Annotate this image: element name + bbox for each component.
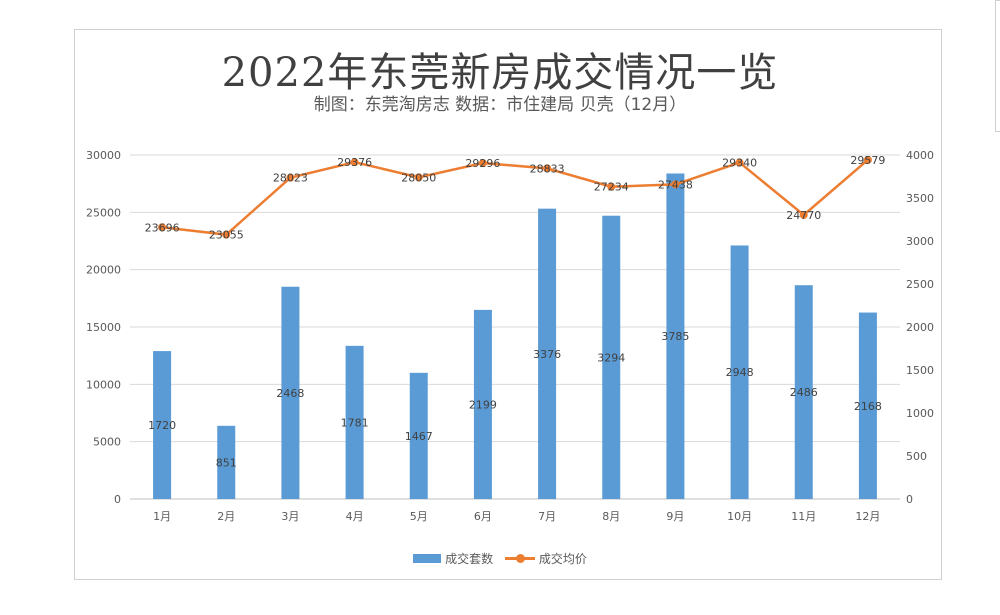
line-data-label: 28050 — [401, 171, 436, 184]
bar-data-label: 3294 — [597, 351, 625, 364]
x-tick-label: 8月 — [602, 510, 620, 523]
line-point — [478, 159, 487, 168]
y-left-tick-label: 0 — [114, 493, 121, 506]
bar-data-label: 2948 — [726, 366, 754, 379]
bar — [602, 215, 621, 499]
y-right-tick-label: 0 — [906, 493, 913, 506]
line-point — [735, 158, 744, 167]
x-tick-label: 4月 — [346, 510, 364, 523]
x-tick-label: 1月 — [153, 510, 171, 523]
line-data-label: 28023 — [273, 172, 308, 185]
bar — [281, 286, 300, 499]
bar — [409, 372, 428, 499]
line-data-label: 27234 — [594, 181, 629, 194]
bar-data-label: 1720 — [148, 419, 176, 432]
x-tick-label: 11月 — [791, 510, 816, 523]
bar — [473, 309, 492, 499]
line-point — [799, 210, 808, 219]
bar-data-label: 3785 — [661, 330, 689, 343]
bar-data-label: 2199 — [469, 398, 497, 411]
line-data-label: 27438 — [658, 178, 693, 191]
line-data-label: 23696 — [145, 221, 180, 234]
x-tick-label: 7月 — [538, 510, 556, 523]
y-right-tick-label: 2000 — [906, 321, 934, 334]
adjacent-panel-edge — [995, 0, 1000, 132]
y-left-tick-label: 5000 — [93, 436, 121, 449]
line-data-label: 29340 — [722, 157, 757, 170]
line-point — [863, 155, 872, 164]
y-right-tick-label: 4000 — [906, 149, 934, 162]
bar — [794, 285, 813, 499]
y-left-tick-label: 15000 — [86, 321, 121, 334]
y-right-tick-label: 3500 — [906, 192, 934, 205]
y-left-tick-label: 20000 — [86, 264, 121, 277]
line-point — [350, 158, 359, 167]
chart-title: 2022年东莞新房成交情况一览 — [221, 50, 779, 96]
line-point — [222, 230, 231, 239]
y-right-tick-label: 500 — [906, 450, 927, 463]
bar-data-label: 1467 — [405, 430, 433, 443]
line-data-label: 29579 — [850, 154, 885, 167]
line-point — [671, 180, 680, 189]
bar-data-label: 1781 — [341, 416, 369, 429]
bar — [153, 351, 172, 499]
line-point — [286, 173, 295, 182]
bar-data-label: 3376 — [533, 348, 561, 361]
x-tick-label: 3月 — [281, 510, 299, 523]
bar-data-label: 2468 — [276, 387, 304, 400]
x-tick-label: 12月 — [855, 510, 880, 523]
legend-bar-label: 成交套数 — [445, 552, 494, 566]
legend-line-swatch — [504, 554, 535, 563]
line-point — [158, 223, 167, 232]
y-right-tick-label: 3000 — [906, 235, 934, 248]
bar — [730, 245, 749, 499]
bar — [858, 312, 877, 499]
x-tick-label: 10月 — [727, 510, 752, 523]
x-tick-label: 2月 — [217, 510, 235, 523]
bar — [666, 173, 685, 500]
bar — [217, 425, 236, 499]
chart-subtitle: 制图：东莞淘房志 数据：市住建局 贝壳（12月） — [313, 95, 687, 115]
legend: 成交套数 成交均价 — [0, 550, 1000, 567]
legend-item-line: 成交均价 — [504, 550, 587, 567]
bar — [345, 345, 364, 499]
x-tick-label: 5月 — [410, 510, 428, 523]
legend-line-label: 成交均价 — [538, 552, 587, 566]
bar — [538, 208, 557, 499]
line-data-label: 29296 — [465, 157, 500, 170]
line-point — [543, 164, 552, 173]
bar-data-label: 851 — [216, 456, 237, 469]
bar-data-label: 2168 — [854, 400, 882, 413]
legend-item-bars: 成交套数 — [413, 550, 493, 567]
y-right-tick-label: 2500 — [906, 278, 934, 291]
x-tick-label: 6月 — [474, 510, 492, 523]
line-data-label: 24770 — [786, 209, 821, 222]
line-point — [607, 182, 616, 191]
y-right-tick-label: 1500 — [906, 364, 934, 377]
line-data-label: 28833 — [530, 162, 565, 175]
y-left-tick-label: 30000 — [86, 149, 121, 162]
line-point — [414, 173, 423, 182]
y-left-tick-label: 10000 — [86, 378, 121, 391]
y-left-tick-label: 25000 — [86, 206, 121, 219]
series-line — [161, 158, 869, 236]
y-right-tick-label: 1000 — [906, 407, 934, 420]
x-tick-label: 9月 — [666, 510, 684, 523]
bar-data-label: 2486 — [790, 386, 818, 399]
line-data-label: 29376 — [337, 156, 372, 169]
line-data-label: 23055 — [209, 229, 244, 242]
legend-bar-swatch — [413, 554, 442, 563]
